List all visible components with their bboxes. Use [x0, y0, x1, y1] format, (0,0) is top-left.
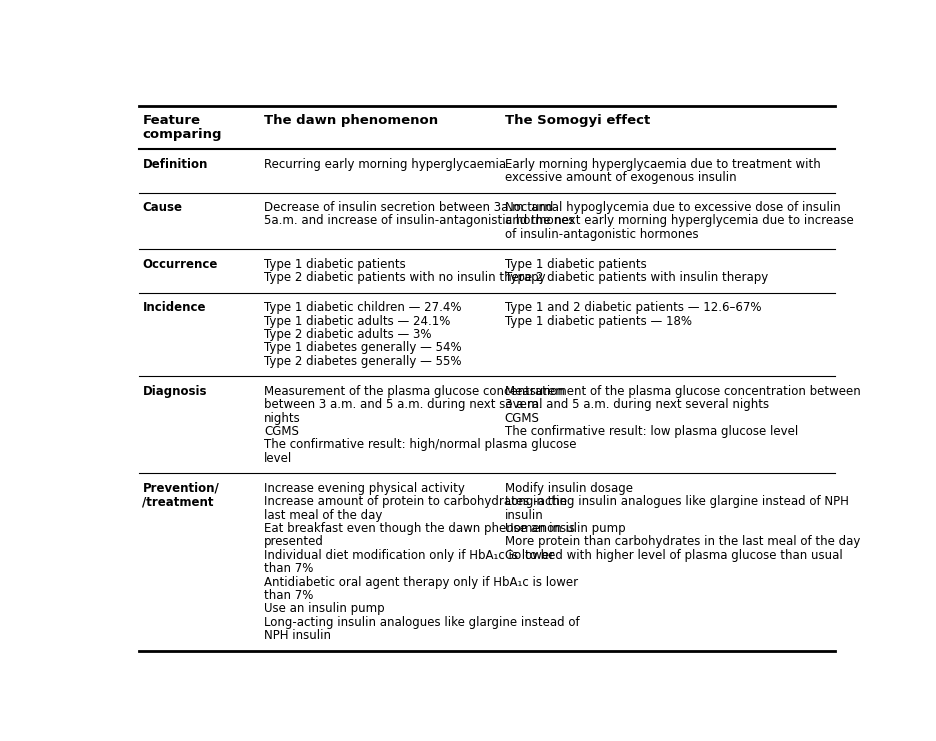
Text: last meal of the day: last meal of the day — [264, 508, 383, 522]
Text: Antidiabetic oral agent therapy only if HbA₁c is lower: Antidiabetic oral agent therapy only if … — [264, 576, 578, 588]
Text: Recurring early morning hyperglycaemia: Recurring early morning hyperglycaemia — [264, 158, 506, 170]
Text: nights: nights — [264, 411, 301, 425]
Text: Definition: Definition — [142, 158, 208, 170]
Text: Type 1 diabetic patients: Type 1 diabetic patients — [505, 258, 646, 270]
Text: between 3 a.m. and 5 a.m. during next several: between 3 a.m. and 5 a.m. during next se… — [264, 398, 543, 411]
Text: Type 2 diabetic patients with no insulin therapy: Type 2 diabetic patients with no insulin… — [264, 271, 546, 284]
Text: Increase amount of protein to carbohydrates in the: Increase amount of protein to carbohydra… — [264, 495, 567, 508]
Text: presented: presented — [264, 535, 324, 548]
Text: CGMS: CGMS — [505, 411, 539, 425]
Text: Use an insulin pump: Use an insulin pump — [505, 522, 625, 535]
Text: 3 a.m. and 5 a.m. during next several nights: 3 a.m. and 5 a.m. during next several ni… — [505, 398, 768, 411]
Text: Modify insulin dosage: Modify insulin dosage — [505, 482, 633, 495]
Text: excessive amount of exogenous insulin: excessive amount of exogenous insulin — [505, 171, 736, 184]
Text: Occurrence: Occurrence — [142, 258, 218, 270]
Text: insulin: insulin — [505, 508, 543, 522]
Text: Increase evening physical activity: Increase evening physical activity — [264, 482, 465, 495]
Text: More protein than carbohydrates in the last meal of the day: More protein than carbohydrates in the l… — [505, 535, 860, 548]
Text: Measurement of the plasma glucose concentration between: Measurement of the plasma glucose concen… — [505, 385, 860, 398]
Text: Prevention/: Prevention/ — [142, 482, 219, 495]
Text: Early morning hyperglycaemia due to treatment with: Early morning hyperglycaemia due to trea… — [505, 158, 820, 170]
Text: NPH insulin: NPH insulin — [264, 629, 331, 642]
Text: Type 1 diabetic children — 27.4%: Type 1 diabetic children — 27.4% — [264, 301, 461, 314]
Text: Type 1 diabetic patients — 18%: Type 1 diabetic patients — 18% — [505, 314, 692, 328]
Text: Long-acting insulin analogues like glargine instead of NPH: Long-acting insulin analogues like glarg… — [505, 495, 848, 508]
Text: Type 1 diabetic adults — 24.1%: Type 1 diabetic adults — 24.1% — [264, 314, 450, 328]
Text: Use an insulin pump: Use an insulin pump — [264, 602, 385, 616]
Text: Cause: Cause — [142, 201, 183, 214]
Text: than 7%: than 7% — [264, 562, 314, 575]
Text: and the next early morning hyperglycemia due to increase: and the next early morning hyperglycemia… — [505, 214, 854, 227]
Text: /treatment: /treatment — [142, 495, 214, 508]
Text: CGMS: CGMS — [264, 425, 300, 438]
Text: level: level — [264, 452, 293, 465]
Text: 5a.m. and increase of insulin-antagonistic hormones: 5a.m. and increase of insulin-antagonist… — [264, 214, 575, 227]
Text: Incidence: Incidence — [142, 301, 206, 314]
Text: Decrease of insulin secretion between 3a.m. and: Decrease of insulin secretion between 3a… — [264, 201, 553, 214]
Text: comparing: comparing — [142, 127, 222, 141]
Text: of insulin-antagonistic hormones: of insulin-antagonistic hormones — [505, 227, 698, 241]
Text: The Somogyi effect: The Somogyi effect — [505, 114, 650, 127]
Text: Feature: Feature — [142, 114, 200, 127]
Text: Type 2 diabetes generally — 55%: Type 2 diabetes generally — 55% — [264, 355, 461, 368]
Text: Individual diet modification only if HbA₁c is lower: Individual diet modification only if HbA… — [264, 549, 554, 562]
Text: Long-acting insulin analogues like glargine instead of: Long-acting insulin analogues like glarg… — [264, 616, 580, 629]
Text: Type 1 and 2 diabetic patients — 12.6–67%: Type 1 and 2 diabetic patients — 12.6–67… — [505, 301, 761, 314]
Text: Measurement of the plasma glucose concentration: Measurement of the plasma glucose concen… — [264, 385, 565, 398]
Text: Eat breakfast even though the dawn phenomenon is: Eat breakfast even though the dawn pheno… — [264, 522, 576, 535]
Text: Diagnosis: Diagnosis — [142, 385, 207, 398]
Text: The confirmative result: low plasma glucose level: The confirmative result: low plasma gluc… — [505, 425, 797, 438]
Text: Go to bed with higher level of plasma glucose than usual: Go to bed with higher level of plasma gl… — [505, 549, 842, 562]
Text: Type 2 diabetic adults — 3%: Type 2 diabetic adults — 3% — [264, 328, 431, 341]
Text: The confirmative result: high/normal plasma glucose: The confirmative result: high/normal pla… — [264, 439, 577, 451]
Text: Type 2 diabetic patients with insulin therapy: Type 2 diabetic patients with insulin th… — [505, 271, 768, 284]
Text: The dawn phenomenon: The dawn phenomenon — [264, 114, 438, 127]
Text: than 7%: than 7% — [264, 589, 314, 602]
Text: Type 1 diabetic patients: Type 1 diabetic patients — [264, 258, 406, 270]
Text: Nocturnal hypoglycemia due to excessive dose of insulin: Nocturnal hypoglycemia due to excessive … — [505, 201, 841, 214]
Text: Type 1 diabetes generally — 54%: Type 1 diabetes generally — 54% — [264, 342, 461, 354]
